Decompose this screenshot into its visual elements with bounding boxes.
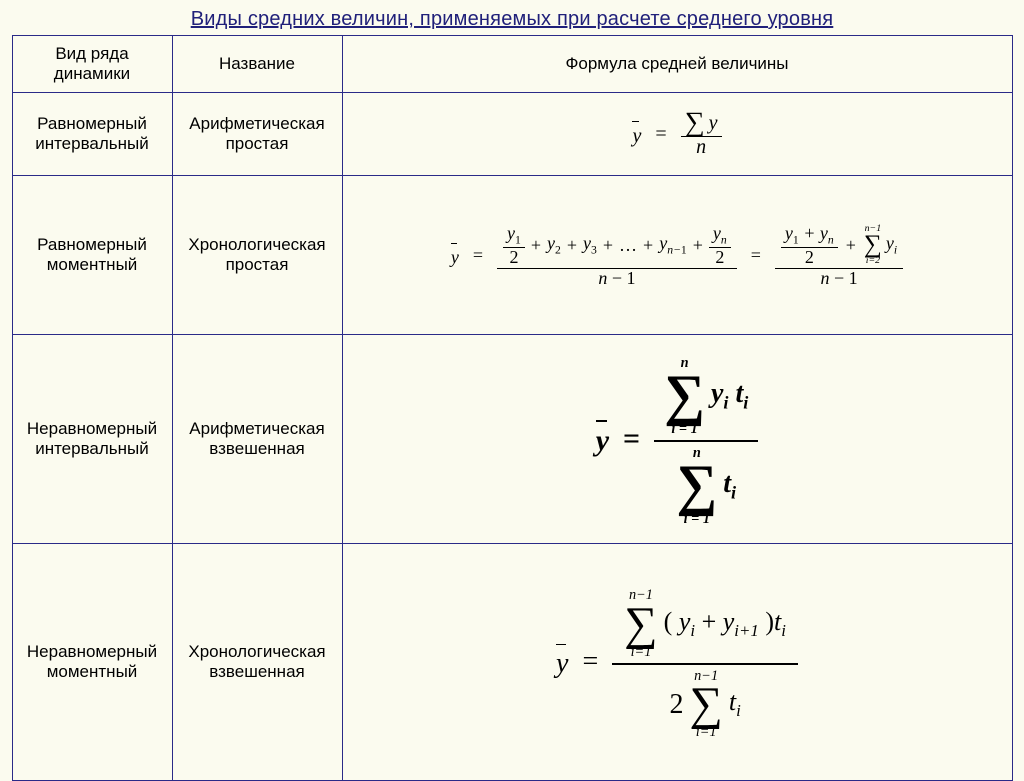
- cell-name: Арифметическая простая: [172, 93, 342, 176]
- formula-arith-simple: y = ∑ y n: [632, 110, 721, 157]
- table-row: Равномерный моментный Хронологическая пр…: [12, 176, 1012, 335]
- cell-series-type: Равномерный интервальный: [12, 93, 172, 176]
- formula-chrono-weighted: y = n−1∑i=1 ( yi + yi+1 )ti 2 n−1∑i=1: [556, 584, 798, 739]
- cell-series-type: Неравномерный моментный: [12, 544, 172, 781]
- col-header-series-type: Вид ряда динамики: [12, 36, 172, 93]
- cell-name: Хронологическая простая: [172, 176, 342, 335]
- cell-formula: y = y12 +y2 +y3 +… +yn−1 + yn2 n − 1: [342, 176, 1012, 335]
- table-header-row: Вид ряда динамики Название Формула средн…: [12, 36, 1012, 93]
- col-header-name: Название: [172, 36, 342, 93]
- formula-arith-weighted: y = n∑i = 1 yi ti n∑i = 1 ti: [596, 352, 759, 526]
- averages-table: Вид ряда динамики Название Формула средн…: [12, 35, 1013, 781]
- cell-formula: y = n∑i = 1 yi ti n∑i = 1 ti: [342, 335, 1012, 544]
- cell-formula: y = ∑ y n: [342, 93, 1012, 176]
- formula-chrono-simple: y = y12 +y2 +y3 +… +yn−1 + yn2 n − 1: [451, 222, 903, 289]
- col-header-formula: Формула средней величины: [342, 36, 1012, 93]
- page: Виды средних величин, применяемых при ра…: [0, 0, 1024, 767]
- cell-series-type: Неравномерный интервальный: [12, 335, 172, 544]
- page-title: Виды средних величин, применяемых при ра…: [0, 0, 1024, 35]
- table-row: Равномерный интервальный Арифметическая …: [12, 93, 1012, 176]
- cell-formula: y = n−1∑i=1 ( yi + yi+1 )ti 2 n−1∑i=1: [342, 544, 1012, 781]
- table-row: Неравномерный моментный Хронологическая …: [12, 544, 1012, 781]
- table-row: Неравномерный интервальный Арифметическа…: [12, 335, 1012, 544]
- cell-name: Арифметическая взвешенная: [172, 335, 342, 544]
- cell-name: Хронологическая взвешенная: [172, 544, 342, 781]
- cell-series-type: Равномерный моментный: [12, 176, 172, 335]
